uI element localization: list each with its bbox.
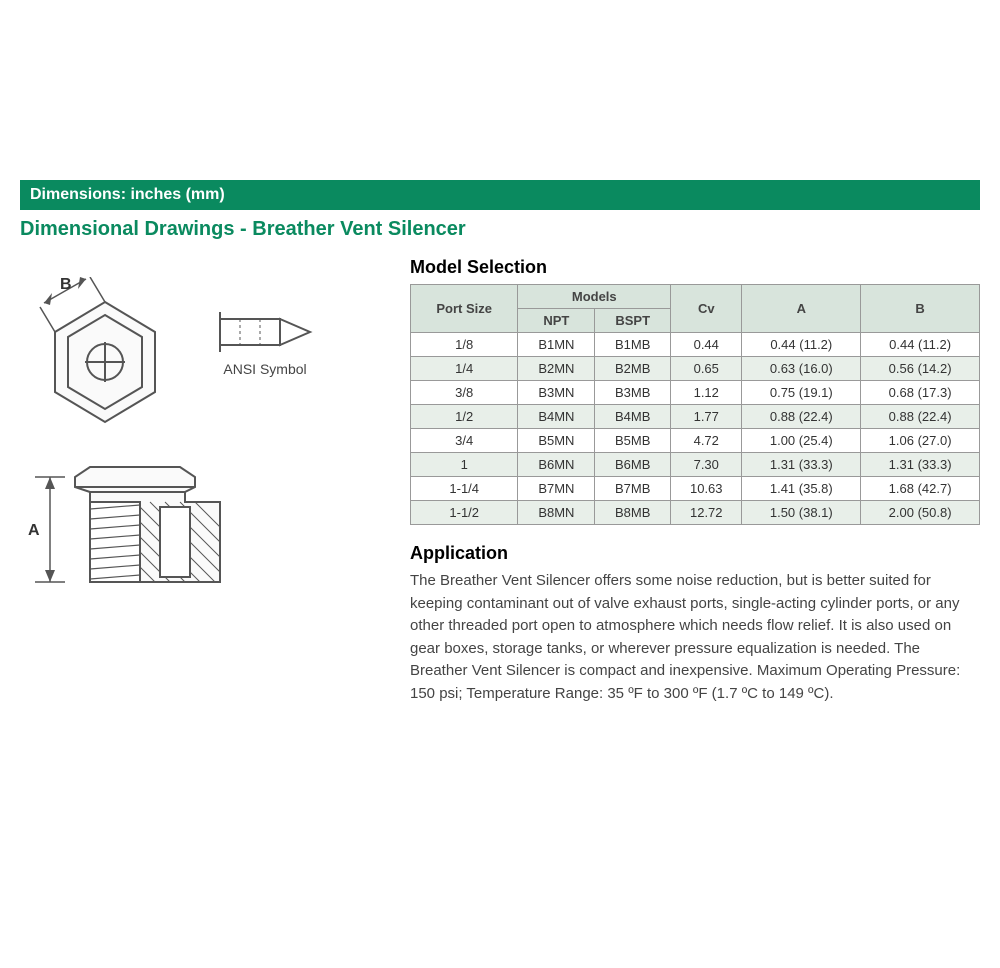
cell-cv: 7.30 <box>671 453 742 477</box>
cell-b: 2.00 (50.8) <box>861 501 980 525</box>
table-row: 1-1/2B8MNB8MB12.721.50 (38.1)2.00 (50.8) <box>411 501 980 525</box>
cell-npt: B4MN <box>518 405 595 429</box>
cell-npt: B1MN <box>518 333 595 357</box>
application-text: The Breather Vent Silencer offers some n… <box>410 570 980 705</box>
cell-b: 0.68 (17.3) <box>861 381 980 405</box>
table-row: 1/4B2MNB2MB0.650.63 (16.0)0.56 (14.2) <box>411 357 980 381</box>
cell-cv: 12.72 <box>671 501 742 525</box>
side-view-diagram: A <box>20 447 390 597</box>
cell-bspt: B8MB <box>595 501 671 525</box>
cell-port: 1/8 <box>411 333 518 357</box>
cell-port: 1 <box>411 453 518 477</box>
dim-b-label: B <box>60 277 72 293</box>
cell-bspt: B7MB <box>595 477 671 501</box>
th-models: Models <box>518 285 671 309</box>
cell-cv: 10.63 <box>671 477 742 501</box>
table-row: 3/8B3MNB3MB1.120.75 (19.1)0.68 (17.3) <box>411 381 980 405</box>
table-row: 1/2B4MNB4MB1.770.88 (22.4)0.88 (22.4) <box>411 405 980 429</box>
cell-port: 1/4 <box>411 357 518 381</box>
cell-port: 1-1/4 <box>411 477 518 501</box>
dimensions-banner: Dimensions: inches (mm) <box>20 180 980 210</box>
th-npt: NPT <box>518 309 595 333</box>
model-selection-table: Port Size Models Cv A B NPT BSPT 1/8B1MN… <box>410 284 980 525</box>
cell-npt: B3MN <box>518 381 595 405</box>
cell-cv: 0.44 <box>671 333 742 357</box>
cell-a: 0.44 (11.2) <box>742 333 861 357</box>
drawings-column: B ANSI Symbol <box>20 257 390 705</box>
cell-b: 1.06 (27.0) <box>861 429 980 453</box>
th-b: B <box>861 285 980 333</box>
cell-port: 1/2 <box>411 405 518 429</box>
th-cv: Cv <box>671 285 742 333</box>
cell-a: 1.50 (38.1) <box>742 501 861 525</box>
dim-a-label: A <box>28 522 40 539</box>
cell-a: 1.00 (25.4) <box>742 429 861 453</box>
cell-bspt: B5MB <box>595 429 671 453</box>
cell-a: 1.41 (35.8) <box>742 477 861 501</box>
cell-npt: B8MN <box>518 501 595 525</box>
cell-a: 1.31 (33.3) <box>742 453 861 477</box>
table-row: 1B6MNB6MB7.301.31 (33.3)1.31 (33.3) <box>411 453 980 477</box>
cell-b: 1.31 (33.3) <box>861 453 980 477</box>
ansi-symbol-diagram: ANSI Symbol <box>210 307 320 377</box>
cell-a: 0.88 (22.4) <box>742 405 861 429</box>
cell-a: 0.63 (16.0) <box>742 357 861 381</box>
cell-b: 0.56 (14.2) <box>861 357 980 381</box>
cell-b: 0.88 (22.4) <box>861 405 980 429</box>
ansi-symbol-label: ANSI Symbol <box>210 361 320 377</box>
cell-npt: B2MN <box>518 357 595 381</box>
cell-port: 3/8 <box>411 381 518 405</box>
cell-b: 1.68 (42.7) <box>861 477 980 501</box>
cell-npt: B6MN <box>518 453 595 477</box>
cell-bspt: B4MB <box>595 405 671 429</box>
cell-bspt: B6MB <box>595 453 671 477</box>
cell-cv: 4.72 <box>671 429 742 453</box>
cell-cv: 1.12 <box>671 381 742 405</box>
table-row: 3/4B5MNB5MB4.721.00 (25.4)1.06 (27.0) <box>411 429 980 453</box>
th-bspt: BSPT <box>595 309 671 333</box>
table-column: Model Selection Port Size Models Cv A B … <box>410 257 980 705</box>
cell-npt: B5MN <box>518 429 595 453</box>
table-row: 1/8B1MNB1MB0.440.44 (11.2)0.44 (11.2) <box>411 333 980 357</box>
page-subtitle: Dimensional Drawings - Breather Vent Sil… <box>20 218 980 241</box>
cell-bspt: B2MB <box>595 357 671 381</box>
cell-port: 3/4 <box>411 429 518 453</box>
th-port: Port Size <box>411 285 518 333</box>
cell-port: 1-1/2 <box>411 501 518 525</box>
model-selection-heading: Model Selection <box>410 257 980 278</box>
cell-a: 0.75 (19.1) <box>742 381 861 405</box>
cell-bspt: B3MB <box>595 381 671 405</box>
cell-cv: 1.77 <box>671 405 742 429</box>
th-a: A <box>742 285 861 333</box>
cell-b: 0.44 (11.2) <box>861 333 980 357</box>
application-heading: Application <box>410 543 980 564</box>
table-row: 1-1/4B7MNB7MB10.631.41 (35.8)1.68 (42.7) <box>411 477 980 501</box>
top-view-diagram: B <box>20 277 190 427</box>
cell-npt: B7MN <box>518 477 595 501</box>
cell-cv: 0.65 <box>671 357 742 381</box>
content-row: B ANSI Symbol <box>20 257 980 705</box>
cell-bspt: B1MB <box>595 333 671 357</box>
